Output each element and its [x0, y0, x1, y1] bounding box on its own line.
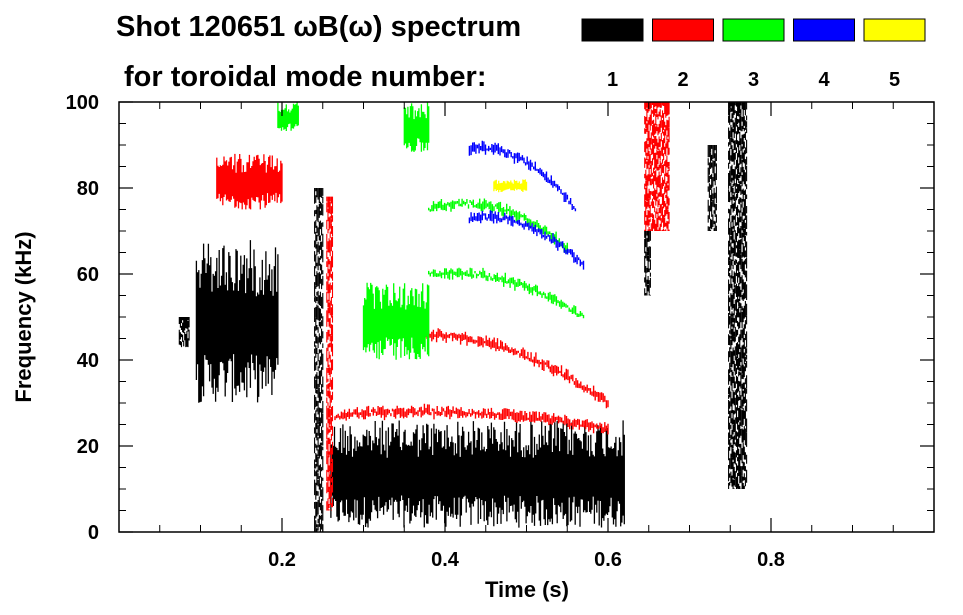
- y-axis-label: Frequency (kHz): [11, 231, 36, 402]
- y-tick-label: 100: [66, 92, 99, 114]
- y-tick-label: 40: [77, 350, 99, 372]
- feature-mode1-column-6: [314, 188, 324, 532]
- spectrum-layer: [178, 102, 748, 532]
- x-axis-label: Time (s): [485, 577, 569, 602]
- legend-label-mode-1: 1: [607, 69, 618, 91]
- feature-mode1-column-3: [707, 145, 717, 231]
- legend-swatch-mode-1: [581, 18, 644, 42]
- x-tick-label: 0.8: [757, 549, 785, 571]
- feature-mode1-blob-0: [330, 420, 625, 528]
- legend-label-mode-2: 2: [677, 69, 688, 91]
- feature-mode2-column-10: [644, 102, 670, 231]
- feature-mode2-blob-9: [216, 153, 283, 210]
- y-tick-label: 20: [77, 436, 99, 458]
- legend-label-mode-4: 4: [818, 69, 830, 91]
- feature-mode1-column-2: [728, 102, 748, 489]
- legend-label-mode-5: 5: [889, 69, 900, 91]
- legend-swatch-mode-3: [722, 18, 785, 42]
- legend-label-mode-3: 3: [748, 69, 759, 91]
- feature-mode2-band-7: [334, 403, 609, 435]
- feature-mode4-band-17: [468, 140, 577, 212]
- y-tick-label: 60: [77, 264, 99, 286]
- feature-mode3-band-13: [428, 198, 568, 254]
- feature-mode2-column-11: [326, 196, 334, 511]
- legend-swatch-mode-5: [863, 18, 926, 42]
- feature-mode3-blob-16: [277, 102, 299, 131]
- feature-mode5-blob-19: [493, 179, 528, 193]
- feature-mode1-column-4: [644, 231, 651, 296]
- x-tick-label: 0.2: [268, 549, 296, 571]
- chart-title-line2: for toroidal mode number:: [124, 61, 487, 93]
- legend-swatch-mode-4: [793, 18, 855, 42]
- chart-title-line1: Shot 120651 ωB(ω) spectrum: [116, 11, 521, 43]
- feature-mode2-band-8: [419, 328, 609, 409]
- feature-mode3-blob-15: [403, 102, 430, 152]
- x-tick-label: 0.6: [594, 549, 622, 571]
- feature-mode3-blob-14: [362, 282, 430, 360]
- legend-swatch-mode-2: [652, 18, 714, 42]
- y-tick-label: 80: [77, 178, 99, 200]
- x-tick-label: 0.4: [431, 549, 460, 571]
- tick-layer: 0.2 0.4 0.6 0.8 0 20 40 60 80 100: [66, 92, 934, 571]
- y-tick-label: 0: [88, 522, 99, 544]
- feature-mode1-blob-1: [195, 240, 279, 403]
- mode-legend: 1 2 3 4 5: [581, 18, 926, 91]
- feature-mode3-band-12: [428, 267, 585, 319]
- feature-mode4-band-18: [468, 210, 585, 270]
- feature-mode1-column-5: [178, 317, 190, 348]
